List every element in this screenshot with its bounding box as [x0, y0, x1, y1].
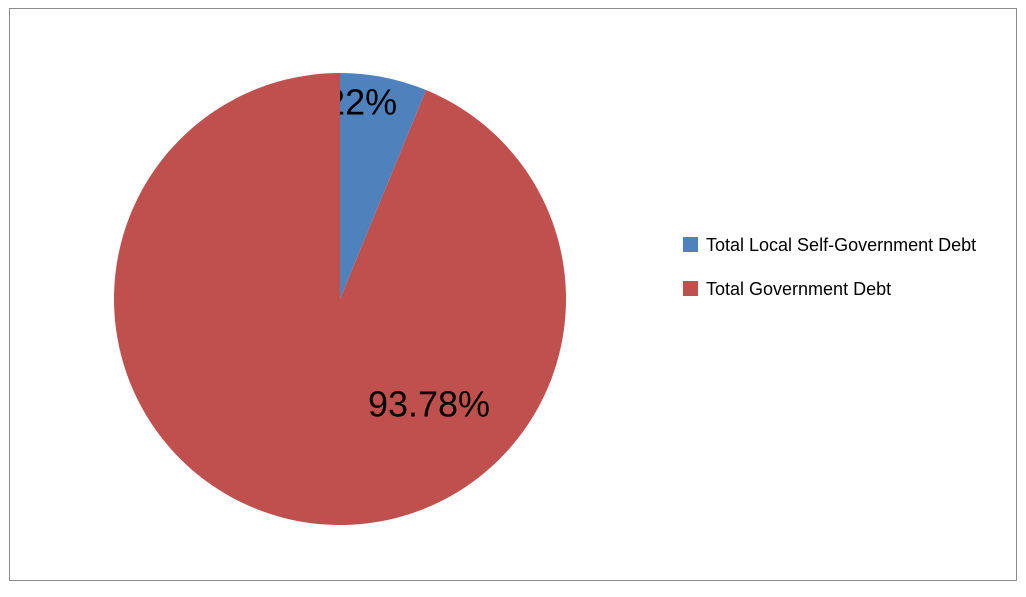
pie-slice-total-local-self-government-debt [340, 73, 427, 299]
legend-item-local-self-government-debt: Total Local Self-Government Debt [683, 232, 1013, 259]
pie-chart: 6.22%93.78% [114, 73, 567, 525]
legend-label-government-debt: Total Government Debt [706, 279, 892, 299]
legend-item-government-debt: Total Government Debt [683, 276, 1013, 303]
data-label-total-government-debt: 93.78% [368, 384, 490, 425]
pie-slice-total-government-debt [114, 73, 567, 525]
legend-label-local-self-government-debt: Total Local Self-Government Debt [706, 235, 977, 255]
legend: Total Local Self-Government Debt Total G… [683, 232, 1013, 320]
legend-swatch-local-self-government-debt [683, 237, 698, 252]
legend-swatch-government-debt [683, 281, 698, 296]
chart-area: 6.22% 93.78% [9, 8, 1017, 581]
